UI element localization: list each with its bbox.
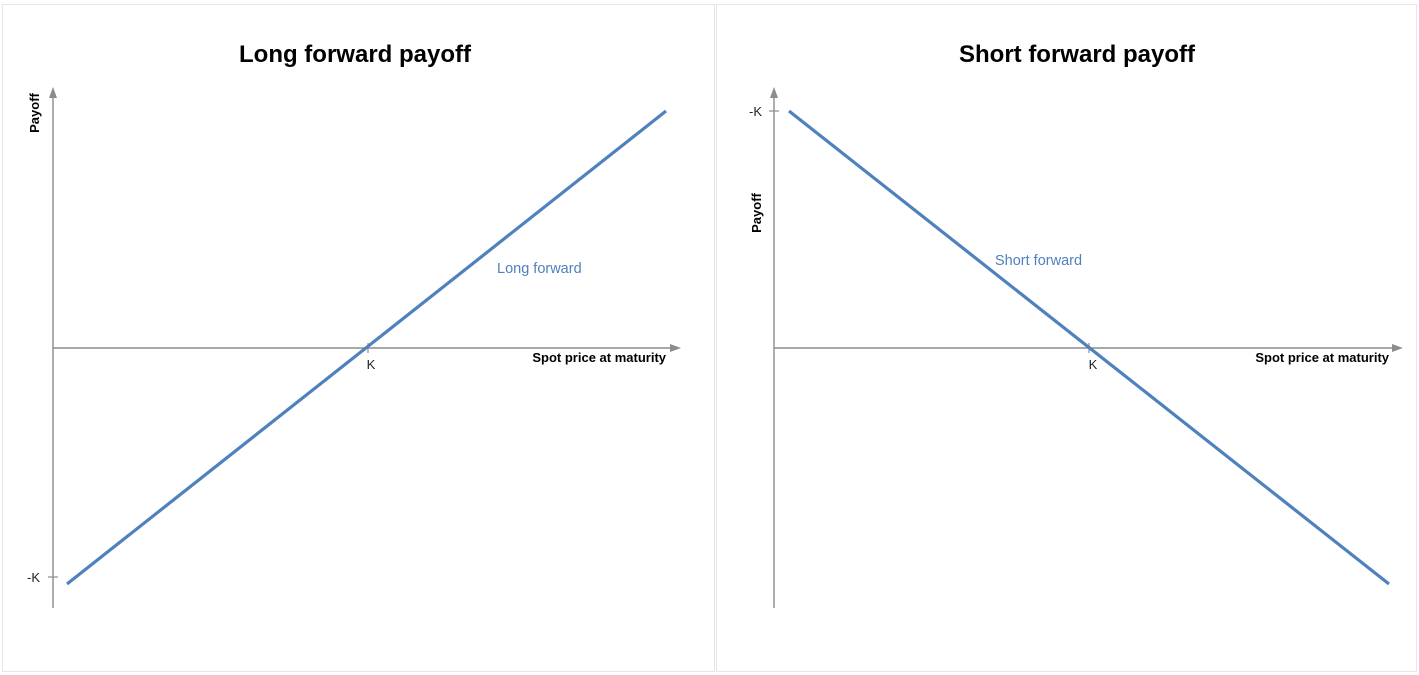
y-tick-label: -K bbox=[749, 104, 762, 119]
long-forward-chart-panel: Long forward payoff Payoff Spot price at… bbox=[2, 4, 715, 672]
x-tick-label: K bbox=[1089, 357, 1098, 372]
long-forward-series-line bbox=[66, 109, 667, 586]
x-axis-label: Spot price at maturity bbox=[1255, 350, 1389, 365]
x-axis-label: Spot price at maturity bbox=[532, 350, 666, 365]
chart-title: Long forward payoff bbox=[239, 41, 472, 68]
long-forward-chart: Long forward payoff Payoff Spot price at… bbox=[27, 41, 681, 608]
y-axis-label: Payoff bbox=[749, 192, 764, 232]
x-axis-arrow bbox=[1392, 344, 1403, 352]
y-axis-arrow bbox=[770, 87, 778, 98]
chart-title: Short forward payoff bbox=[959, 41, 1196, 68]
short-forward-series-line bbox=[788, 109, 1390, 586]
series-label: Short forward bbox=[995, 253, 1082, 269]
x-tick-label: K bbox=[367, 357, 376, 372]
short-forward-chart: Short forward payoff Payoff Spot price a… bbox=[749, 41, 1403, 608]
short-forward-chart-panel: Short forward payoff Payoff Spot price a… bbox=[716, 4, 1417, 672]
y-axis-label: Payoff bbox=[27, 92, 42, 132]
y-axis-arrow bbox=[49, 87, 57, 98]
x-axis-arrow bbox=[670, 344, 681, 352]
series-label: Long forward bbox=[497, 261, 582, 277]
y-tick-label: -K bbox=[27, 570, 40, 585]
